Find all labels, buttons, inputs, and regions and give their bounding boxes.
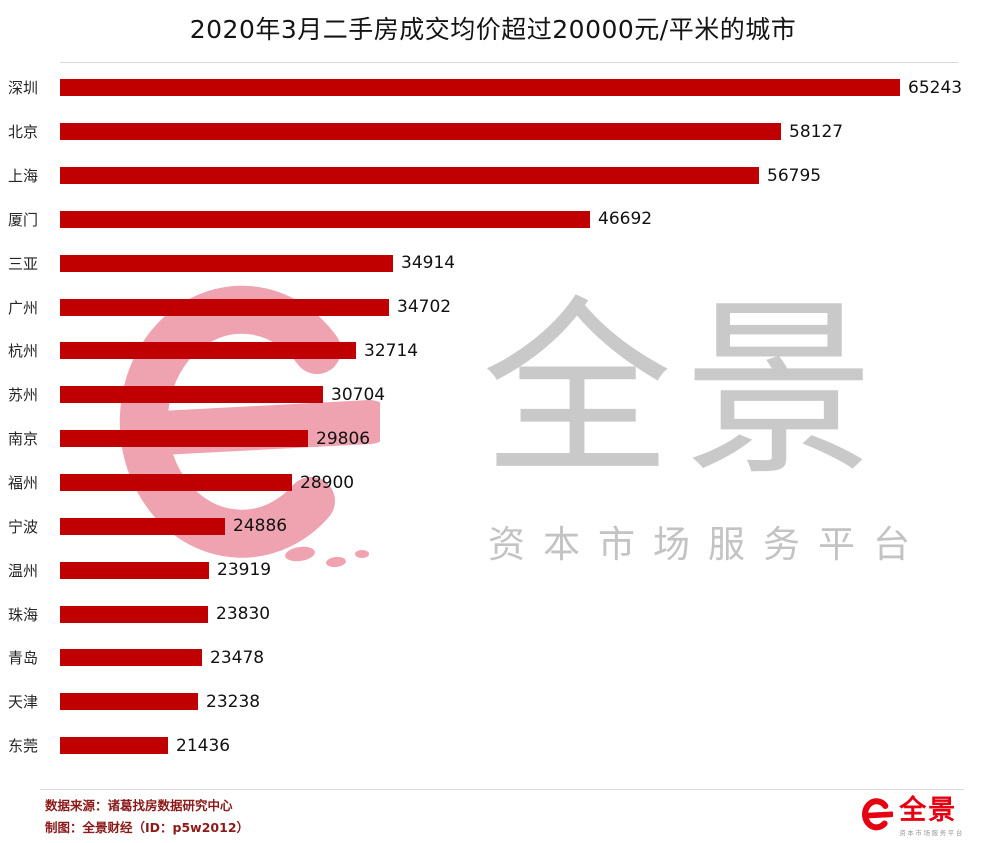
bar — [60, 649, 202, 667]
chart-row: 苏州 30704 — [0, 373, 986, 417]
chart-row: 青岛 23478 — [0, 636, 986, 680]
chart-row: 上海 56795 — [0, 154, 986, 198]
chart-row: 南京 29806 — [0, 417, 986, 461]
category-label: 珠海 — [8, 605, 39, 624]
bar — [60, 517, 225, 535]
category-label: 天津 — [8, 693, 39, 712]
category-label: 宁波 — [8, 517, 39, 536]
value-label: 34702 — [397, 297, 452, 318]
bar-chart: 深圳 65243 北京 58127 上海 56795 厦门 46692 三亚 34914 广州 347… — [0, 66, 986, 768]
category-label: 三亚 — [8, 254, 39, 273]
chart-row: 广州 34702 — [0, 285, 986, 329]
value-label: 56795 — [767, 165, 822, 186]
watermark-brand-text: 全景 — [482, 280, 887, 501]
watermark-tagline: 资本市场服务平台 — [488, 523, 928, 566]
category-label: 北京 — [8, 123, 39, 142]
bar — [60, 737, 168, 755]
bar — [60, 167, 759, 185]
chart-row: 东莞 21436 — [0, 724, 986, 768]
top-divider — [60, 62, 958, 63]
value-label: 28900 — [300, 472, 355, 493]
chart-row: 厦门 46692 — [0, 198, 986, 242]
brand-logo-text: 全景 — [899, 795, 958, 826]
value-label: 21436 — [176, 735, 231, 756]
chart-row: 福州 28900 — [0, 461, 986, 505]
bar — [60, 474, 292, 492]
bar — [60, 210, 590, 228]
value-label: 34914 — [401, 253, 456, 274]
chart-row: 深圳 65243 — [0, 66, 986, 110]
value-label: 30704 — [331, 384, 386, 405]
bar — [60, 298, 389, 316]
source-note: 数据来源：诸葛找房数据研究中心 制图：全景财经（ID：p5w2012） — [45, 795, 249, 839]
chart-row: 北京 58127 — [0, 110, 986, 154]
bar — [60, 386, 323, 404]
category-label: 青岛 — [8, 649, 39, 668]
chart-title: 2020年3月二手房成交均价超过20000元/平米的城市 — [189, 15, 797, 44]
chart-row: 三亚 34914 — [0, 241, 986, 285]
value-label: 58127 — [789, 121, 844, 142]
category-label: 杭州 — [8, 342, 39, 361]
panorama-e-icon — [861, 797, 895, 837]
value-label: 23830 — [216, 604, 271, 625]
value-label: 32714 — [364, 340, 419, 361]
category-label: 上海 — [8, 167, 39, 186]
value-label: 65243 — [908, 77, 963, 98]
chart-row: 珠海 23830 — [0, 592, 986, 636]
brand-logo: 全景 资本市场服务平台 — [861, 795, 964, 838]
value-label: 23238 — [206, 691, 261, 712]
source-line-1: 数据来源：诸葛找房数据研究中心 — [45, 798, 233, 813]
category-label: 厦门 — [8, 210, 39, 229]
value-label: 29806 — [316, 428, 371, 449]
bar — [60, 254, 393, 272]
brand-logo-tagline: 资本市场服务平台 — [899, 829, 964, 838]
chart-row: 杭州 32714 — [0, 329, 986, 373]
category-label: 温州 — [8, 561, 39, 580]
category-label: 东莞 — [8, 737, 39, 756]
bar — [60, 342, 356, 360]
footer-divider — [40, 789, 964, 790]
chart-row: 天津 23238 — [0, 680, 986, 724]
value-label: 23478 — [210, 647, 265, 668]
value-label: 24886 — [233, 516, 288, 537]
source-line-2: 制图：全景财经（ID：p5w2012） — [45, 819, 250, 835]
category-label: 苏州 — [8, 386, 39, 405]
bar — [60, 693, 198, 711]
bar — [60, 79, 900, 97]
bar — [60, 605, 208, 623]
category-label: 福州 — [8, 474, 39, 493]
bar — [60, 561, 209, 579]
bar — [60, 123, 781, 141]
value-label: 46692 — [598, 209, 653, 230]
chart-row: 温州 23919 — [0, 548, 986, 592]
category-label: 南京 — [8, 430, 39, 449]
bar — [60, 430, 308, 448]
category-label: 深圳 — [8, 79, 39, 98]
category-label: 广州 — [8, 298, 39, 317]
chart-row: 宁波 24886 — [0, 504, 986, 548]
value-label: 23919 — [217, 560, 272, 581]
